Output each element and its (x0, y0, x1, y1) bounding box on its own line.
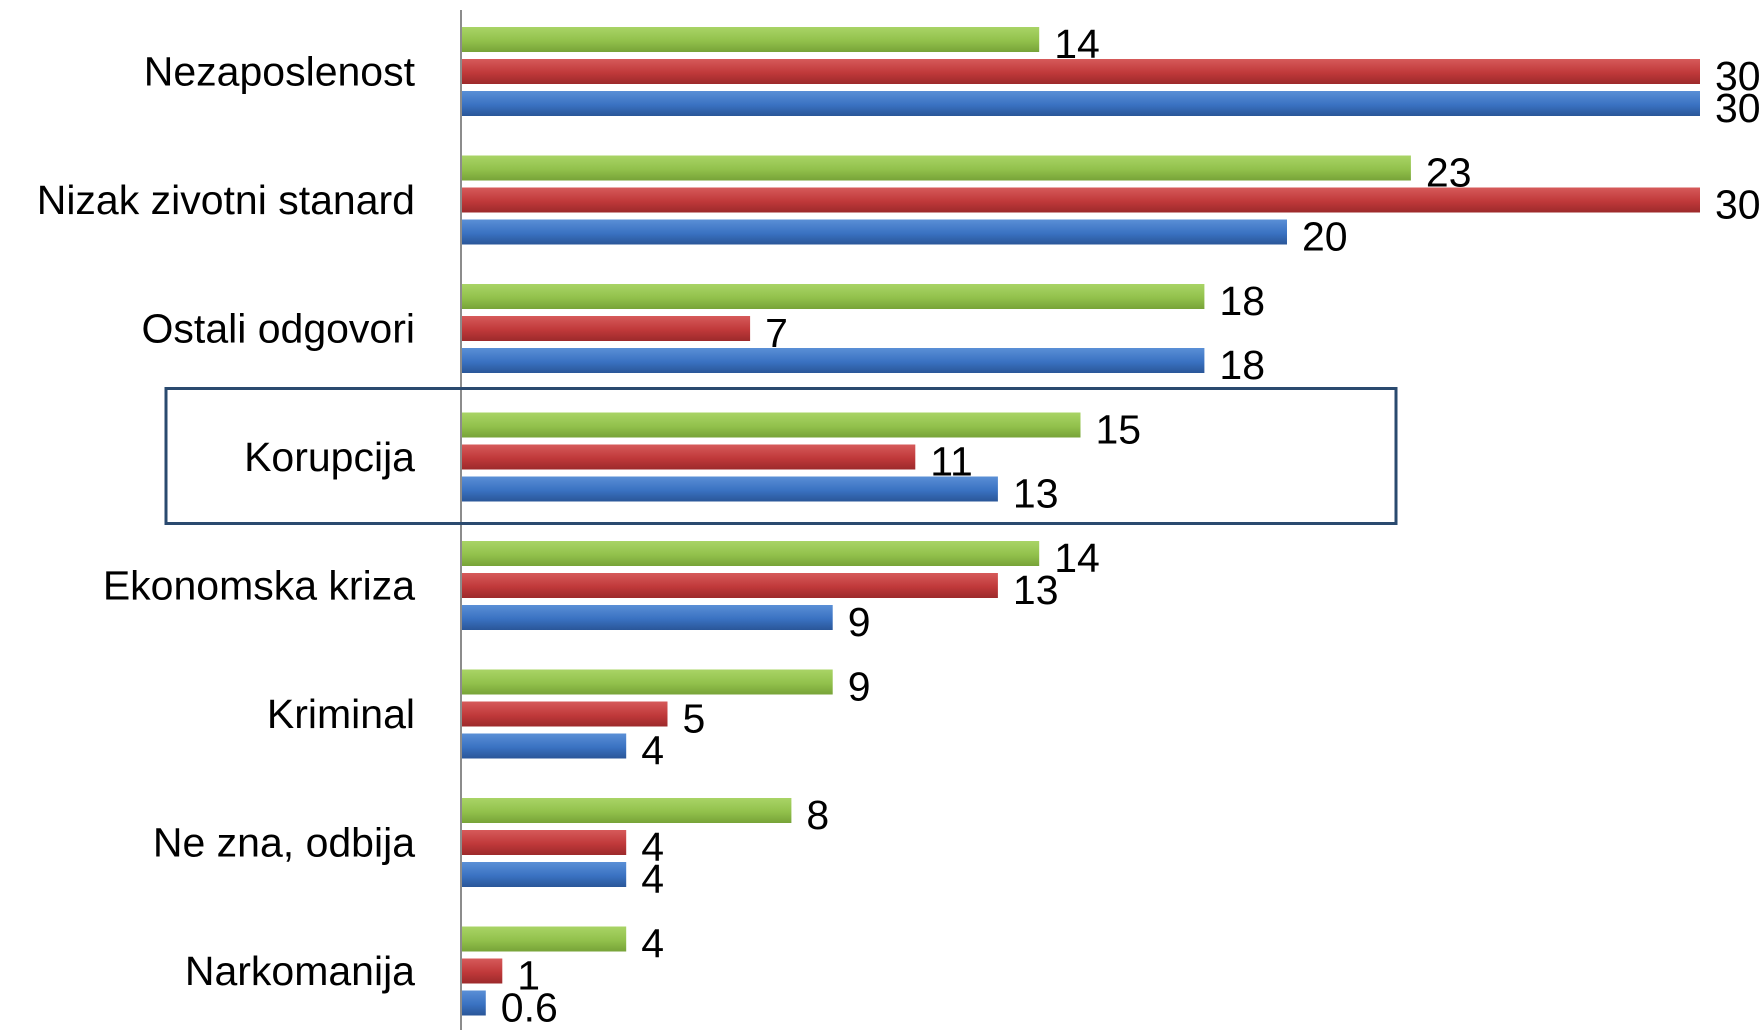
category-label-kriminal: Kriminal (267, 691, 415, 737)
bar-ostali-odgovori-series-3 (461, 348, 1205, 373)
value-label-nezaposlenost-series-2: 30 (1715, 53, 1761, 99)
value-label-narkomanija-series-3: 0.6 (501, 985, 558, 1030)
bar-korupcija-series-1 (461, 412, 1081, 438)
bar-ne-zna-odbija-series-3 (461, 862, 627, 887)
value-label-ekonomska-kriza-series-3: 9 (848, 599, 871, 645)
value-label-nizak-zivotni-stanard-series-1: 23 (1426, 150, 1472, 196)
category-label-ekonomska-kriza: Ekonomska kriza (103, 563, 415, 609)
value-label-kriminal-series-2: 5 (683, 696, 706, 742)
value-label-ostali-odgovori-series-1: 18 (1219, 278, 1265, 324)
bar-ne-zna-odbija-series-2 (461, 830, 627, 855)
category-label-korupcija: Korupcija (244, 434, 415, 480)
bar-korupcija-series-2 (461, 444, 916, 470)
bar-narkomanija-series-3 (461, 990, 486, 1016)
category-label-nezaposlenost: Nezaposlenost (144, 49, 416, 95)
bar-ostali-odgovori-series-1 (461, 284, 1205, 309)
bar-korupcija-series-3 (461, 476, 998, 502)
bar-nezaposlenost-series-3 (461, 91, 1700, 116)
bar-ostali-odgovori-series-2 (461, 316, 751, 341)
value-label-nezaposlenost-series-1: 14 (1054, 21, 1100, 67)
value-label-ekonomska-kriza-series-1: 14 (1054, 535, 1100, 581)
bar-nizak-zivotni-stanard-series-3 (461, 219, 1287, 245)
bar-narkomanija-series-1 (461, 926, 627, 952)
bar-nizak-zivotni-stanard-series-1 (461, 155, 1411, 181)
bar-ekonomska-kriza-series-1 (461, 541, 1040, 566)
bar-ne-zna-odbija-series-1 (461, 798, 792, 823)
bar-ekonomska-kriza-series-2 (461, 573, 998, 598)
value-label-nizak-zivotni-stanard-series-2: 30 (1715, 182, 1761, 228)
category-label-ostali-odgovori: Ostali odgovori (142, 306, 415, 352)
bar-narkomanija-series-2 (461, 958, 503, 984)
bar-nezaposlenost-series-2 (461, 59, 1700, 84)
value-label-korupcija-series-1: 15 (1096, 407, 1142, 453)
bar-nezaposlenost-series-1 (461, 27, 1040, 52)
category-label-ne-zna-odbija: Ne zna, odbija (153, 820, 415, 866)
bar-kriminal-series-1 (461, 669, 833, 695)
value-label-nezaposlenost-series-3: 30 (1715, 85, 1761, 131)
value-label-kriminal-series-3: 4 (641, 728, 664, 774)
bars-layer (461, 27, 1700, 1016)
category-label-narkomanija: Narkomanija (185, 948, 415, 994)
value-label-narkomanija-series-1: 4 (641, 921, 664, 967)
value-label-korupcija-series-2: 11 (930, 439, 973, 485)
value-label-korupcija-series-3: 13 (1013, 471, 1059, 517)
category-label-nizak-zivotni-stanard: Nizak zivotni stanard (37, 177, 415, 223)
value-label-ostali-odgovori-series-3: 18 (1219, 342, 1265, 388)
value-label-kriminal-series-1: 9 (848, 664, 871, 710)
bar-kriminal-series-2 (461, 701, 668, 727)
highlight-box (164, 387, 1398, 525)
value-label-ostali-odgovori-series-2: 7 (765, 310, 788, 356)
value-label-ekonomska-kriza-series-2: 13 (1013, 567, 1059, 613)
bar-kriminal-series-3 (461, 733, 627, 759)
value-label-nizak-zivotni-stanard-series-3: 20 (1302, 214, 1348, 260)
value-label-ne-zna-odbija-series-1: 8 (806, 792, 829, 838)
value-label-narkomanija-series-2: 1 (517, 953, 540, 999)
bar-ekonomska-kriza-series-3 (461, 605, 833, 630)
bar-nizak-zivotni-stanard-series-2 (461, 187, 1700, 213)
value-label-ne-zna-odbija-series-3: 4 (641, 856, 664, 902)
value-label-ne-zna-odbija-series-2: 4 (641, 824, 664, 870)
